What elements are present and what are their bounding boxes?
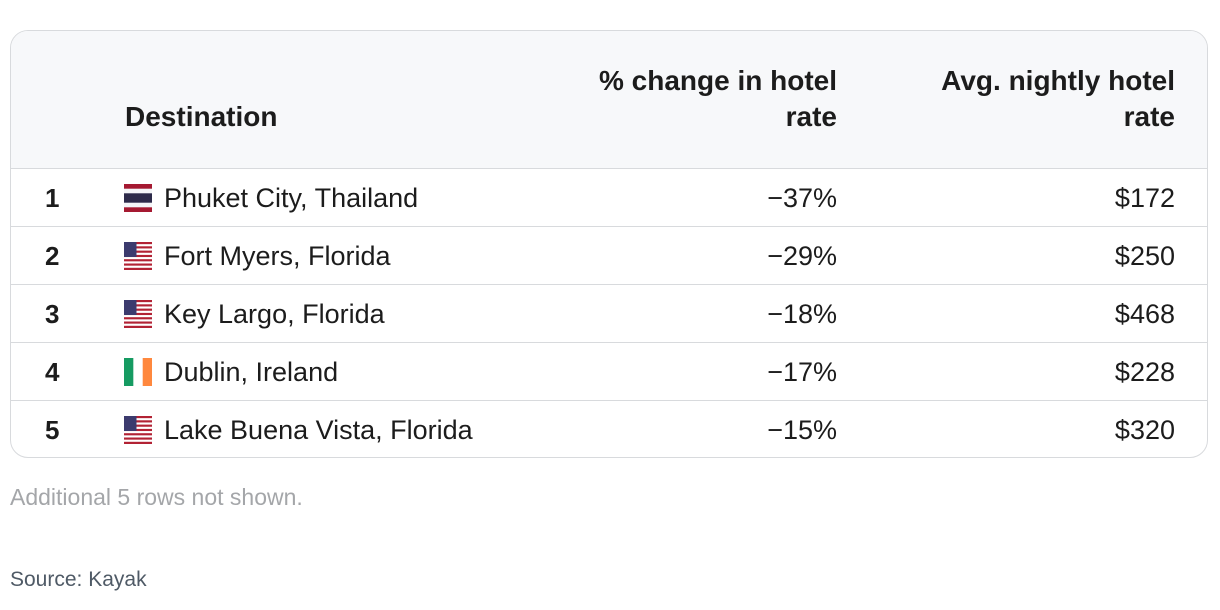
destination-cell: Fort Myers, Florida bbox=[164, 241, 391, 271]
rows-hidden-note: Additional 5 rows not shown. bbox=[10, 484, 303, 510]
header-avg-rate: Avg. nightly hotel rate bbox=[895, 63, 1175, 135]
destination-cell: Key Largo, Florida bbox=[164, 299, 385, 329]
header-avg-rate-line2: rate bbox=[1123, 101, 1175, 132]
pct-change-cell: −37% bbox=[767, 183, 837, 213]
rank-cell: 3 bbox=[45, 299, 60, 329]
us-flag-icon bbox=[124, 242, 152, 270]
header-pct-change-line1: % change in hotel bbox=[598, 65, 837, 96]
rank-cell: 4 bbox=[45, 357, 60, 387]
destination-cell: Lake Buena Vista, Florida bbox=[164, 415, 473, 445]
source-note: Source: Kayak bbox=[10, 568, 147, 591]
table-row: 4 Dublin, Ireland −17% $228 bbox=[11, 343, 1207, 401]
avg-rate-cell: $320 bbox=[1114, 415, 1175, 445]
table-row: 2 Fort Myers, Florida −29% $250 bbox=[11, 227, 1207, 285]
table-row: 3 Key Largo, Florida −18% $468 bbox=[11, 285, 1207, 343]
rank-cell: 2 bbox=[45, 241, 60, 271]
pct-change-cell: −18% bbox=[767, 299, 837, 329]
avg-rate-cell: $172 bbox=[1114, 183, 1175, 213]
destination-cell: Phuket City, Thailand bbox=[164, 183, 419, 213]
rates-table: Destination % change in hotel rate Avg. … bbox=[10, 30, 1208, 458]
pct-change-cell: −15% bbox=[767, 415, 837, 445]
rank-cell: 5 bbox=[45, 415, 60, 445]
header-pct-change-line2: rate bbox=[785, 101, 837, 132]
avg-rate-cell: $228 bbox=[1114, 357, 1175, 387]
table-row: 5 Lake Buena Vista, Florida −15% $320 bbox=[11, 401, 1207, 457]
table-row: 1 Phuket City, Thailand −37% $172 bbox=[11, 169, 1207, 227]
destination-cell: Dublin, Ireland bbox=[164, 357, 339, 387]
header-destination: Destination bbox=[125, 101, 278, 132]
avg-rate-cell: $250 bbox=[1114, 241, 1175, 271]
pct-change-cell: −17% bbox=[767, 357, 837, 387]
pct-change-cell: −29% bbox=[767, 241, 837, 271]
table-header: Destination % change in hotel rate Avg. … bbox=[11, 31, 1207, 169]
header-avg-rate-line1: Avg. nightly hotel bbox=[941, 65, 1175, 96]
thailand-flag-icon bbox=[124, 184, 152, 212]
ireland-flag-icon bbox=[124, 358, 152, 386]
rank-cell: 1 bbox=[45, 183, 60, 213]
us-flag-icon bbox=[124, 300, 152, 328]
avg-rate-cell: $468 bbox=[1114, 299, 1175, 329]
us-flag-icon bbox=[124, 416, 152, 444]
header-pct-change: % change in hotel rate bbox=[557, 63, 837, 135]
